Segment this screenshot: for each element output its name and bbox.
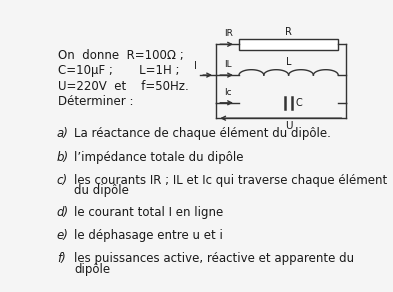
Text: La réactance de chaque élément du dipôle.: La réactance de chaque élément du dipôle… [74, 127, 331, 140]
Text: IR: IR [224, 29, 233, 38]
Text: C: C [296, 98, 302, 108]
Text: d): d) [57, 206, 69, 219]
Text: On  donne  R=100Ω ;: On donne R=100Ω ; [59, 49, 184, 62]
Text: L: L [286, 58, 291, 67]
Text: U=220V  et    f=50Hz.: U=220V et f=50Hz. [59, 80, 189, 93]
Text: les courants IR ; IL et Ic qui traverse chaque élément: les courants IR ; IL et Ic qui traverse … [74, 174, 387, 187]
Text: l’impédance totale du dipôle: l’impédance totale du dipôle [74, 151, 243, 164]
Text: du dipôle: du dipôle [74, 185, 129, 197]
Text: les puissances active, réactive et apparente du: les puissances active, réactive et appar… [74, 252, 354, 265]
Text: le courant total I en ligne: le courant total I en ligne [74, 206, 223, 219]
Text: f): f) [57, 252, 66, 265]
Text: c): c) [57, 174, 68, 187]
Text: e): e) [57, 229, 69, 242]
Text: IL: IL [224, 60, 232, 69]
Text: a): a) [57, 127, 69, 140]
Text: I: I [194, 61, 197, 71]
Text: b): b) [57, 151, 69, 164]
Text: le déphasage entre u et i: le déphasage entre u et i [74, 229, 223, 242]
Text: C=10μF ;       L=1H ;: C=10μF ; L=1H ; [59, 64, 180, 77]
Bar [239, 39, 338, 50]
Text: Ic: Ic [224, 88, 232, 97]
Text: R: R [285, 27, 292, 37]
Text: Déterminer :: Déterminer : [59, 95, 134, 108]
Text: dipôle: dipôle [74, 263, 110, 276]
Text: U: U [285, 121, 292, 131]
